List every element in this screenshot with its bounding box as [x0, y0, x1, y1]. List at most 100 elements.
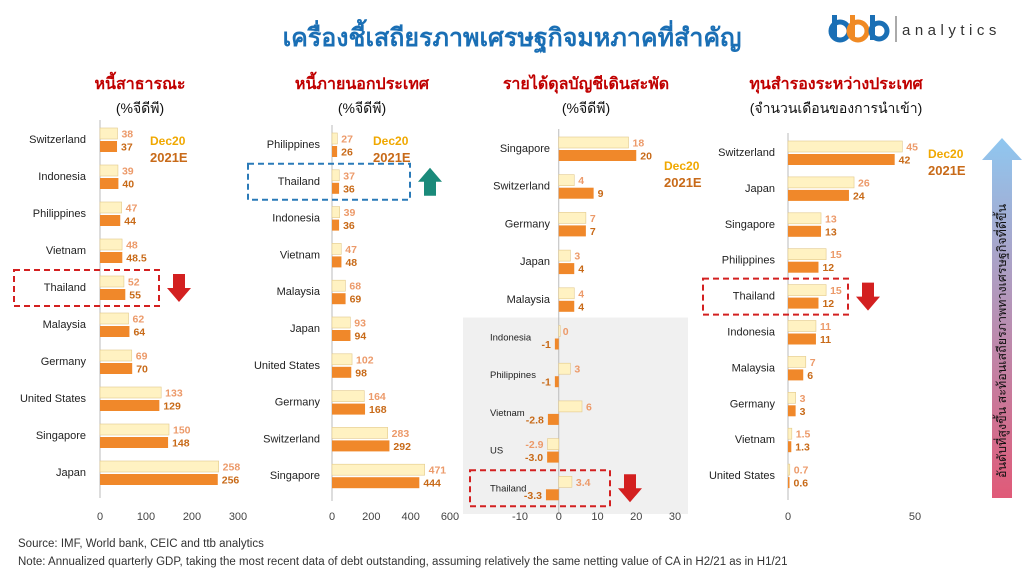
data-label-3-7-0: 3 — [800, 393, 806, 405]
data-label-3-9-1: 0.6 — [794, 478, 809, 490]
data-label-3-5-0: 11 — [820, 321, 831, 333]
bar-3-4-0 — [787, 284, 827, 296]
bar-3-7-1 — [788, 405, 796, 417]
down-arrow-icon-3 — [856, 282, 880, 311]
bar-1-0-0 — [331, 132, 338, 145]
bar-0-2-1 — [100, 215, 121, 226]
category-label-3-2: Singapore — [725, 219, 775, 231]
data-label-3-9-0: 0.7 — [794, 465, 809, 477]
bar-1-5-0 — [331, 316, 351, 329]
data-label-3-2-0: 13 — [825, 213, 837, 225]
data-label-3-0-0: 45 — [906, 142, 918, 154]
data-label-0-8-1: 148 — [172, 438, 190, 450]
category-label-2-3: Japan — [520, 256, 550, 268]
bar-0-5-0 — [99, 312, 129, 325]
highlight-box-3 — [702, 277, 849, 316]
category-label-2-6: Philippines — [490, 370, 536, 381]
bar-1-6-0 — [331, 353, 353, 366]
data-label-0-6-1: 70 — [136, 364, 148, 376]
data-label-0-5-1: 64 — [133, 327, 145, 339]
bar-1-0-1 — [332, 146, 338, 157]
data-label-1-7-0: 164 — [368, 391, 386, 403]
x-tick-0-3: 300 — [229, 511, 247, 523]
bar-0-4-1 — [100, 289, 126, 300]
data-label-2-4-1: 4 — [578, 301, 584, 313]
data-label-0-2-0: 47 — [126, 203, 138, 215]
data-label-2-0-0: 18 — [633, 138, 645, 150]
bar-3-3-0 — [787, 248, 827, 260]
highlight-box-2 — [469, 469, 611, 508]
data-label-2-6-0: 3 — [574, 364, 580, 376]
category-label-2-9: Thailand — [490, 483, 526, 494]
bar-2-2-0 — [558, 212, 587, 224]
bar-1-9-0 — [331, 463, 425, 476]
bar-0-6-1 — [100, 363, 133, 374]
data-label-3-3-1: 12 — [822, 262, 834, 274]
category-label-0-7: United States — [20, 393, 87, 405]
bar-2-7-1 — [547, 413, 559, 425]
page-title: เครื่องชี้เสถียรภาพเศรษฐกิจมหภาคที่สำคัญ — [282, 23, 742, 52]
bar-3-8-1 — [788, 441, 792, 453]
negative-panel — [463, 317, 688, 514]
category-label-1-4: Malaysia — [277, 286, 321, 298]
data-label-1-4-1: 69 — [350, 294, 362, 306]
data-label-2-0-1: 20 — [640, 151, 652, 163]
category-label-1-3: Vietnam — [280, 249, 320, 261]
bar-2-5-0 — [558, 325, 561, 337]
category-label-2-7: Vietnam — [490, 408, 525, 419]
category-label-1-7: Germany — [275, 397, 321, 409]
bar-3-9-1 — [788, 477, 790, 489]
data-label-2-7-1: -2.8 — [526, 414, 544, 426]
category-label-0-4: Thailand — [44, 282, 86, 294]
data-label-1-7-1: 168 — [369, 404, 387, 416]
bar-2-4-0 — [558, 287, 575, 300]
category-label-1-6: United States — [254, 360, 321, 372]
category-label-3-4: Thailand — [733, 291, 775, 303]
x-tick-2-3: 20 — [630, 511, 642, 523]
legend-series1-0: Dec20 — [150, 134, 186, 148]
bar-1-5-1 — [332, 330, 351, 341]
data-label-1-5-0: 93 — [354, 318, 366, 330]
category-label-0-9: Japan — [56, 467, 86, 479]
bar-0-5-1 — [100, 326, 130, 337]
category-label-2-8: US — [490, 446, 503, 457]
bar-1-3-0 — [331, 243, 342, 255]
data-label-2-5-0: 0 — [563, 326, 569, 338]
side-label: อันดับที่สูงขึ้น สะท้อนเสถียรภาพทางเศรษฐ… — [992, 204, 1010, 478]
bar-2-1-1 — [558, 187, 594, 199]
category-label-2-5: Indonesia — [490, 333, 532, 344]
bar-1-4-0 — [331, 279, 346, 292]
data-label-1-6-0: 102 — [356, 354, 374, 366]
data-label-0-2-1: 44 — [124, 216, 136, 228]
category-label-2-0: Singapore — [500, 143, 550, 155]
bar-3-3-1 — [788, 261, 819, 273]
chart-subtitle-1: (%จีดีพี) — [338, 100, 386, 116]
ttb-logo-icon — [828, 15, 890, 43]
category-label-3-8: Vietnam — [735, 434, 775, 446]
category-label-3-0: Switzerland — [718, 147, 775, 159]
data-label-0-9-0: 258 — [223, 462, 241, 474]
bar-2-8-1 — [547, 451, 559, 463]
data-label-3-2-1: 13 — [825, 226, 837, 238]
data-label-3-3-0: 15 — [830, 249, 842, 261]
data-label-3-4-1: 12 — [822, 298, 834, 310]
chart-title-3: ทุนสำรองระหว่างประเทศ — [749, 75, 923, 94]
x-tick-3-1: 50 — [909, 511, 921, 523]
data-label-1-0-0: 27 — [341, 134, 353, 146]
bar-2-6-0 — [558, 362, 571, 375]
legend-series2-2: 2021E — [664, 175, 702, 190]
data-label-0-3-1: 48.5 — [126, 253, 147, 265]
bar-3-0-1 — [788, 154, 895, 165]
bar-1-6-1 — [332, 366, 352, 378]
brand-logo: analytics — [828, 15, 996, 43]
category-label-1-2: Indonesia — [272, 213, 321, 225]
down-arrow-icon-0 — [167, 274, 191, 302]
bar-3-5-1 — [788, 333, 816, 345]
data-label-0-0-1: 37 — [121, 142, 133, 154]
data-label-2-6-1: -1 — [542, 377, 551, 389]
bar-2-9-0 — [558, 475, 573, 488]
bar-2-7-0 — [558, 400, 583, 413]
x-tick-2-2: 10 — [591, 511, 603, 523]
bar-0-4-0 — [99, 275, 125, 288]
bar-2-4-1 — [558, 300, 575, 312]
